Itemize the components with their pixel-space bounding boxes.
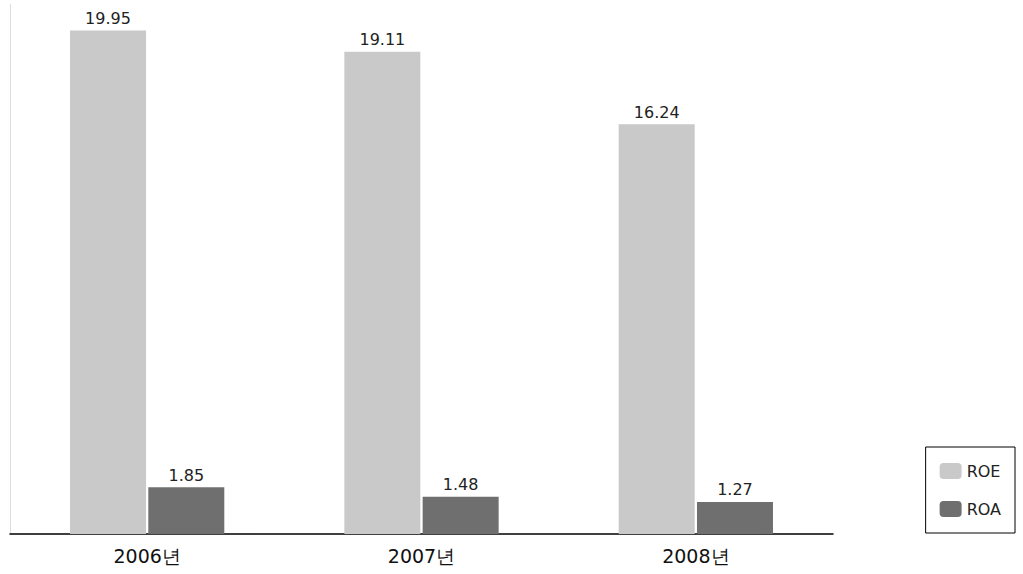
svg-text:19.95: 19.95 (85, 9, 131, 28)
svg-text:2006년: 2006년 (113, 545, 180, 567)
svg-text:1.85: 1.85 (168, 466, 204, 485)
svg-text:ROA: ROA (967, 500, 1001, 519)
svg-text:1.27: 1.27 (717, 480, 753, 499)
svg-text:19.11: 19.11 (359, 30, 405, 49)
svg-text:2007년: 2007년 (388, 545, 455, 567)
svg-text:16.24: 16.24 (634, 103, 680, 122)
svg-text:2008년: 2008년 (662, 545, 729, 567)
svg-text:ROE: ROE (967, 462, 1001, 481)
svg-text:1.48: 1.48 (443, 475, 479, 494)
